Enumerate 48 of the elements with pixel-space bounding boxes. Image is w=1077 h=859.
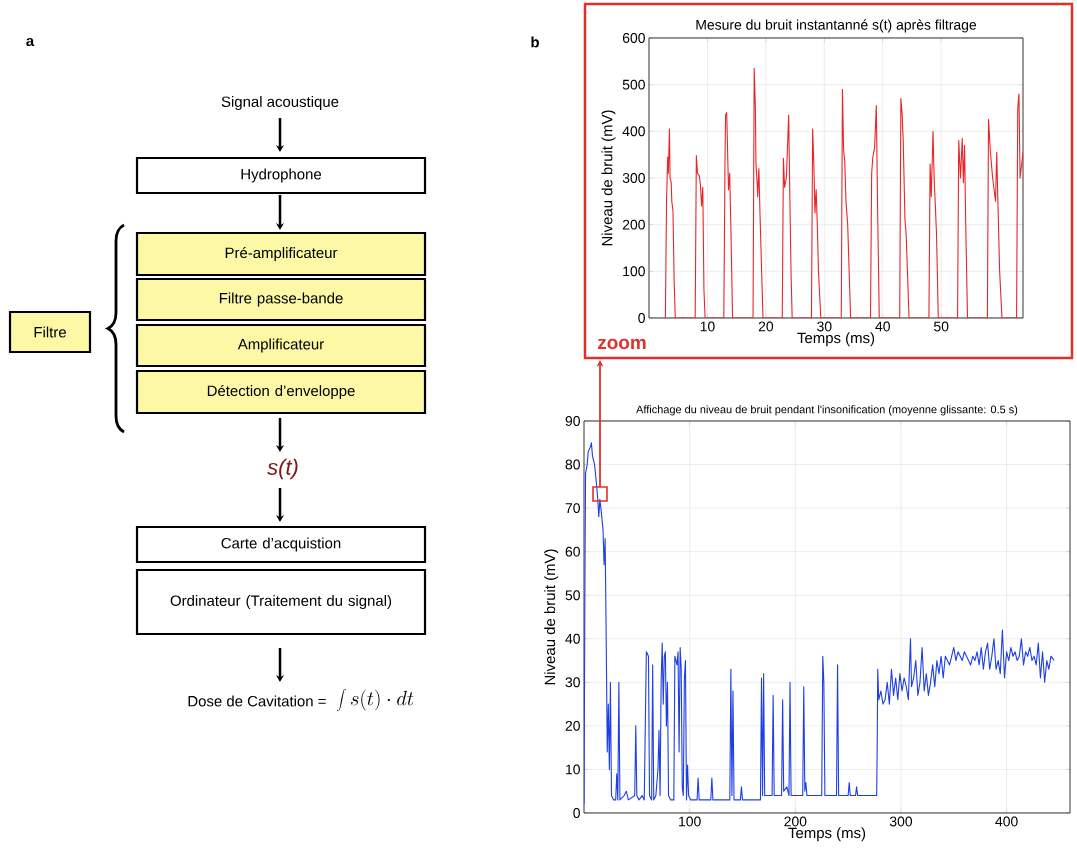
- y-tick-label: 30: [565, 677, 580, 688]
- y-tick-label: 0: [573, 808, 580, 818]
- y-tick-label: 0: [638, 313, 645, 323]
- x-tick-label: 200: [784, 816, 807, 827]
- x-tick-label: 20: [758, 321, 774, 332]
- text: Dose de Cavitation =: [188, 695, 326, 707]
- text: b: [531, 36, 539, 48]
- text: s(t): [267, 458, 298, 480]
- y-axis-title: Niveau de bruit (mV): [601, 110, 616, 246]
- text: zoom: [598, 338, 646, 350]
- chart-title: Mesure du bruit instantanné s(t) après filtrage: [696, 19, 977, 33]
- text: Filtre: [34, 326, 66, 338]
- y-tick-label: 90: [565, 416, 580, 426]
- chart-title: Affichage du niveau de bruit pendant l'insonification (moyenne glissante: 0.5 s): [636, 405, 1018, 416]
- text: Carte d’acquistion: [221, 537, 341, 552]
- y-tick-label: 60: [565, 546, 580, 557]
- text: Ordinateur (Traitement du signal): [170, 595, 392, 609]
- x-tick-label: 30: [817, 321, 832, 332]
- text: $\int s(t)\cdot dt$: [337, 688, 414, 712]
- text: Détection d’enveloppe: [207, 384, 355, 400]
- x-tick-label: 100: [679, 816, 701, 827]
- y-tick-label: 70: [565, 503, 580, 514]
- text: Filtre passe-bande: [219, 292, 343, 307]
- line-series: [664, 67, 1024, 318]
- y-tick-label: 40: [565, 633, 580, 644]
- x-tick-label: 300: [889, 816, 913, 827]
- y-tick-label: 20: [565, 720, 580, 731]
- text: Signal acoustique: [221, 96, 339, 110]
- y-tick-label: 600: [622, 33, 645, 43]
- y-tick-label: 500: [622, 79, 645, 90]
- text: Pré-amplificateur: [225, 246, 338, 262]
- text: Hydrophone: [241, 168, 322, 183]
- y-tick-label: 80: [565, 459, 580, 470]
- y-tick-label: 10: [566, 764, 580, 775]
- y-axis-title: Niveau de bruit (mV): [544, 549, 559, 685]
- text: Amplificateur: [237, 338, 324, 353]
- x-axis-title: Temps (ms): [788, 827, 866, 842]
- x-tick-label: 50: [934, 321, 949, 332]
- y-tick-label: 200: [622, 219, 645, 230]
- text: a: [26, 37, 35, 47]
- x-tick-label: 400: [995, 816, 1018, 827]
- y-tick-label: 300: [622, 173, 645, 183]
- y-tick-label: 400: [622, 126, 645, 137]
- y-tick-label: 50: [565, 590, 580, 601]
- x-tick-label: 10: [700, 321, 715, 332]
- x-tick-label: 40: [875, 321, 890, 332]
- x-axis-title: Temps (ms): [797, 332, 875, 347]
- y-tick-label: 100: [623, 266, 645, 277]
